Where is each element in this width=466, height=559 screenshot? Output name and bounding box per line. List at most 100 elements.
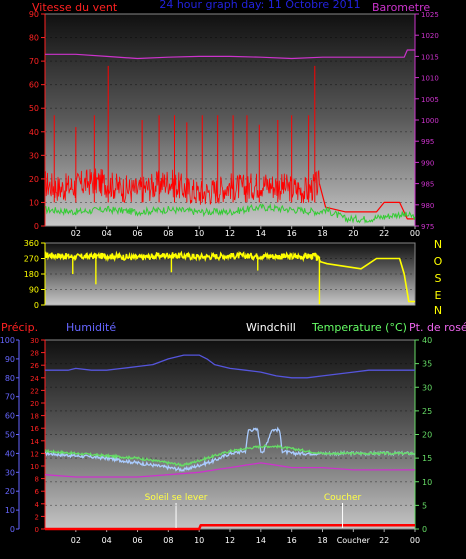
temperature-x-tick-label: 22 [379,536,389,545]
temperature-tick-label: 40 [422,336,432,345]
barometer-tick-label: 990 [421,159,434,167]
wind-x-tick-label: 22 [379,229,389,238]
wind-gust-tail [318,183,415,220]
barometer-tick-label: 995 [421,138,434,146]
wind-x-tick-label: 04 [102,229,112,238]
wind-tick-label: 90 [29,10,39,19]
wind-tick-label: 40 [29,128,39,137]
temperature-x-tick-label: 00 [410,536,420,545]
precip-tick-label: 12 [30,450,39,458]
temperature-x-tick-label: 06 [132,536,142,545]
temperature-x-tick-label: 04 [102,536,112,545]
humidity-tick-label: 50 [5,431,15,440]
direction-tick-label: 180 [24,270,39,279]
humidity-tick-label: 10 [5,506,15,515]
wind-x-tick-label: 12 [225,229,235,238]
windchill-label: Windchill [246,321,296,334]
chart-title: 24 hour graph day: 11 Octobre 2011 [159,0,360,11]
humidity-tick-label: 40 [5,449,15,458]
temperature-x-tick-label: 16 [287,536,297,545]
compass-letters: N O S E N [434,238,443,317]
direction-series [44,250,322,263]
barometer-tick-label: 1015 [421,53,439,61]
barometer-tick-label: 975 [421,223,434,231]
barometer-tick-label: 1010 [421,75,439,83]
precip-tick-label: 20 [30,400,39,408]
precip-tick-label: 28 [30,350,39,358]
precip-tick-label: 26 [30,362,39,370]
barometer-tick-label: 980 [421,202,434,210]
direction-tick-label: 360 [24,239,39,248]
compass-n-bottom: N [434,304,442,317]
temperature-label: Temperature (°C) [311,321,407,334]
humidity-tick-label: 30 [5,468,15,477]
wind-tick-label: 10 [29,198,39,207]
temperature-x-tick-label: 02 [71,536,81,545]
wind-x-tick-label: 14 [256,229,266,238]
humidity-tick-label: 100 [0,336,15,345]
temperature-x-tick-label: 08 [163,536,173,545]
direction-tick-label: 270 [24,255,39,264]
wind-x-tick-label: 00 [410,229,420,238]
humidity-tick-label: 80 [5,374,15,383]
humidity-tick-label: 60 [5,412,15,421]
barometer-tick-label: 1020 [421,32,439,40]
precip-tick-label: 8 [35,476,39,484]
compass-e: E [435,289,442,302]
precip-tick-label: 30 [30,337,39,345]
wind-tick-label: 30 [29,151,39,160]
wind-tick-label: 80 [29,34,39,43]
precip-tick-label: 22 [30,387,39,395]
wind-speed-label: Vitesse du vent [32,1,118,14]
wind-tick-label: 60 [29,81,39,90]
dewpoint-series [44,462,415,478]
temperature-tick-label: 20 [422,431,432,440]
temperature-tick-label: 0 [422,525,427,534]
wind-x-tick-label: 06 [132,229,142,238]
compass-n-top: N [434,238,442,251]
temperature-x-tick-label: 18 [317,536,327,545]
humidity-series [45,354,415,379]
temperature-tick-label: 15 [422,454,432,463]
barometer-tick-label: 1005 [421,96,439,104]
wind-average-series [44,203,416,224]
sunset-annotation: Coucher [324,493,362,503]
precip-series [45,523,415,531]
temperature-tick-label: 25 [422,407,432,416]
temperature-x-tick-label: 10 [194,536,204,545]
wind-x-tick-label: 20 [348,229,358,238]
wind-x-tick-label: 02 [71,229,81,238]
temperature-tick-label: 35 [422,360,432,369]
precip-tick-label: 14 [30,438,39,446]
barometer-tick-label: 985 [421,181,434,189]
precip-tick-label: 18 [30,413,39,421]
temperature-x-tick-label: 12 [225,536,235,545]
direction-tick-label: 90 [29,286,39,295]
dewpoint-label: Pt. de rosée [409,321,466,334]
wind-tick-label: 20 [29,175,39,184]
precip-tick-label: 16 [30,425,39,433]
humidity-tick-label: 70 [5,393,15,402]
temperature-x-tick-label: Coucher [337,536,371,545]
direction-tick-label: 0 [34,301,39,310]
temperature-tick-label: 10 [422,478,432,487]
sunrise-annotation: Soleil se lever [145,493,208,503]
humidity-tick-label: 0 [10,525,15,534]
barometer-tick-label: 1025 [421,11,439,19]
precip-tick-label: 24 [30,375,39,383]
precip-tick-label: 10 [30,463,39,471]
direction-tail [320,257,415,303]
compass-o: O [434,255,443,268]
temperature-tick-label: 5 [422,501,427,510]
wind-gust-series [44,168,320,205]
wind-tick-label: 50 [29,104,39,113]
humidity-tick-label: 90 [5,355,15,364]
temperature-x-tick-label: 14 [256,536,266,545]
humidity-tick-label: 20 [5,487,15,496]
temperature-tick-label: 30 [422,383,432,392]
wind-tick-label: 0 [34,222,39,231]
wind-x-tick-label: 08 [163,229,173,238]
precip-label: Précip. [1,321,38,334]
barometer-series [45,49,415,60]
